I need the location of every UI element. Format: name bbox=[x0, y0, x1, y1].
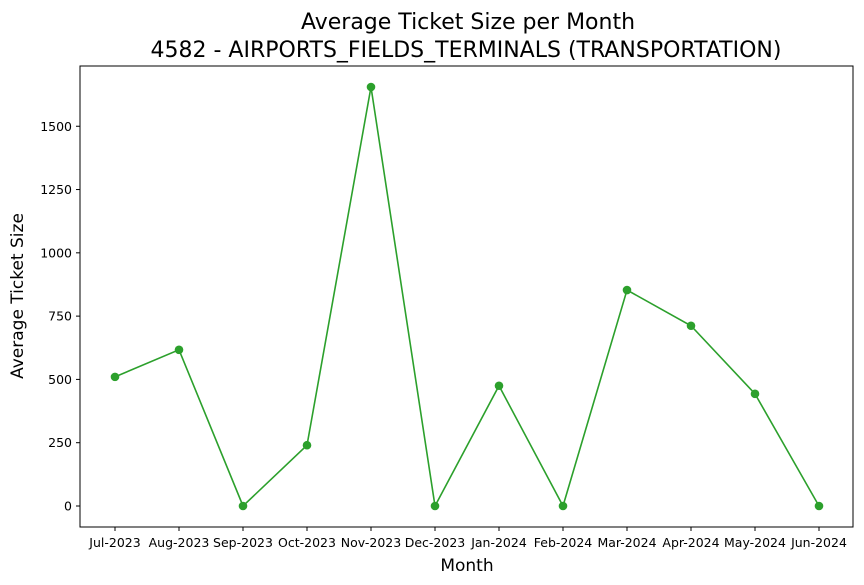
data-point bbox=[110, 372, 120, 382]
x-axis-label: Month bbox=[440, 556, 493, 576]
x-tick-label: Jan-2024 bbox=[470, 535, 527, 550]
data-point bbox=[558, 501, 568, 511]
x-tick-label: Aug-2023 bbox=[149, 535, 210, 550]
x-tick-label: Apr-2024 bbox=[662, 535, 719, 550]
x-tick-label: Mar-2024 bbox=[597, 535, 656, 550]
data-point bbox=[366, 82, 376, 92]
data-point bbox=[174, 345, 184, 355]
x-tick-label: Dec-2023 bbox=[405, 535, 466, 550]
y-tick-label: 250 bbox=[48, 435, 72, 450]
data-point bbox=[238, 501, 248, 511]
x-tick-label: Oct-2023 bbox=[278, 535, 336, 550]
y-axis-label: Average Ticket Size bbox=[8, 213, 28, 379]
y-tick-label: 1500 bbox=[40, 119, 72, 134]
data-point bbox=[622, 285, 632, 295]
x-tick-label: May-2024 bbox=[724, 535, 786, 550]
chart-title: Average Ticket Size per Month bbox=[301, 10, 635, 35]
y-tick-label: 1000 bbox=[40, 245, 72, 260]
y-tick-label: 1250 bbox=[40, 182, 72, 197]
data-point bbox=[686, 321, 696, 331]
data-point bbox=[494, 381, 504, 391]
plot-frame bbox=[79, 65, 854, 528]
x-tick-label: Jun-2024 bbox=[790, 535, 847, 550]
series-line bbox=[114, 86, 820, 509]
plot-area: 0 250 500 750 1000 1250 1500 Jul-2023 Aug-2023 Se… bbox=[40, 65, 854, 550]
y-tick-label: 750 bbox=[48, 309, 72, 324]
x-tick-label: Nov-2023 bbox=[341, 535, 401, 550]
y-tick-label: 0 bbox=[64, 498, 72, 513]
y-tick-label: 500 bbox=[48, 372, 72, 387]
x-tick-label: Jul-2023 bbox=[88, 535, 140, 550]
x-tick-label: Sep-2023 bbox=[213, 535, 273, 550]
chart-subtitle: 4582 - AIRPORTS_FIELDS_TERMINALS (TRANSP… bbox=[151, 38, 782, 63]
x-tick-label: Feb-2024 bbox=[534, 535, 593, 550]
data-point bbox=[814, 501, 824, 511]
data-point bbox=[750, 389, 760, 399]
data-point bbox=[430, 501, 440, 511]
data-point bbox=[302, 440, 312, 450]
